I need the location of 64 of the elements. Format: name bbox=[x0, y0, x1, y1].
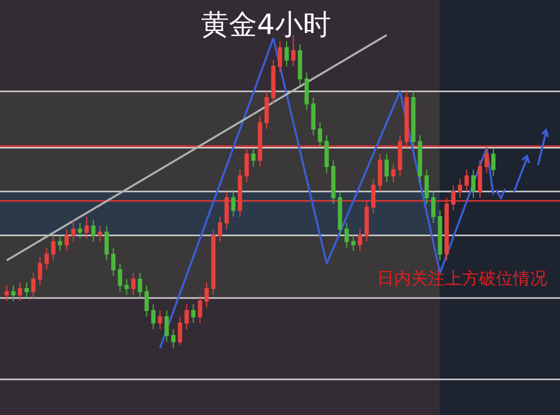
candlestick bbox=[211, 228, 216, 296]
candlestick bbox=[358, 228, 362, 252]
candlestick bbox=[124, 278, 129, 296]
candlestick bbox=[191, 304, 196, 324]
candlestick bbox=[458, 178, 462, 198]
candlestick bbox=[71, 219, 76, 242]
candlestick bbox=[51, 234, 56, 261]
candlestick bbox=[384, 153, 389, 183]
candlestick bbox=[491, 147, 496, 176]
candlestick bbox=[318, 122, 322, 148]
candlestick bbox=[118, 263, 122, 292]
candlestick bbox=[144, 284, 149, 318]
candlestick bbox=[24, 282, 29, 298]
candlestick bbox=[231, 191, 236, 218]
candlestick bbox=[471, 169, 476, 198]
candlestick bbox=[198, 294, 202, 324]
candlestick bbox=[91, 219, 96, 242]
candlestick bbox=[284, 40, 289, 67]
candlestick bbox=[418, 134, 422, 183]
candlestick bbox=[164, 310, 169, 342]
candlestick bbox=[38, 256, 42, 286]
candlestick bbox=[351, 234, 356, 252]
candlestick bbox=[464, 169, 469, 192]
candlestick bbox=[138, 272, 142, 298]
candlestick bbox=[298, 44, 302, 86]
candlestick bbox=[104, 225, 109, 261]
candlestick bbox=[218, 216, 222, 242]
candlestick bbox=[478, 160, 482, 198]
candlestick bbox=[98, 225, 102, 242]
candlestick bbox=[438, 210, 442, 261]
candlestick bbox=[264, 90, 269, 130]
candlestick bbox=[204, 282, 209, 308]
candlestick bbox=[18, 282, 22, 302]
candlestick bbox=[4, 284, 9, 302]
candlestick bbox=[31, 272, 36, 298]
candlestick bbox=[178, 316, 182, 346]
candlestick bbox=[171, 328, 176, 349]
candlestick bbox=[151, 304, 156, 330]
candlestick bbox=[331, 160, 336, 205]
candlestick bbox=[424, 169, 429, 205]
candlestick bbox=[271, 60, 276, 104]
candlestick bbox=[78, 222, 82, 239]
candlestick bbox=[344, 222, 349, 248]
candlestick bbox=[278, 40, 282, 74]
candlestick bbox=[84, 216, 89, 239]
annotation: 日内关注上方破位情况 bbox=[377, 269, 547, 289]
candlestick bbox=[304, 72, 309, 111]
candlestick bbox=[11, 284, 16, 302]
candlestick bbox=[111, 247, 116, 277]
candlestick bbox=[378, 153, 382, 192]
candlestick bbox=[184, 304, 189, 330]
candlestick bbox=[391, 162, 396, 183]
candlestick bbox=[311, 97, 316, 136]
chart-title: 黄金4小时 bbox=[201, 8, 331, 41]
candlestick bbox=[338, 191, 342, 236]
candlestick bbox=[131, 272, 136, 296]
candlestick bbox=[324, 134, 329, 174]
candlestick bbox=[44, 247, 49, 270]
candlestick bbox=[431, 191, 436, 224]
candlestick bbox=[411, 90, 416, 148]
candlestick bbox=[64, 228, 69, 252]
candlestick bbox=[158, 310, 162, 330]
candlestick bbox=[58, 234, 62, 252]
candlestick bbox=[251, 147, 256, 167]
